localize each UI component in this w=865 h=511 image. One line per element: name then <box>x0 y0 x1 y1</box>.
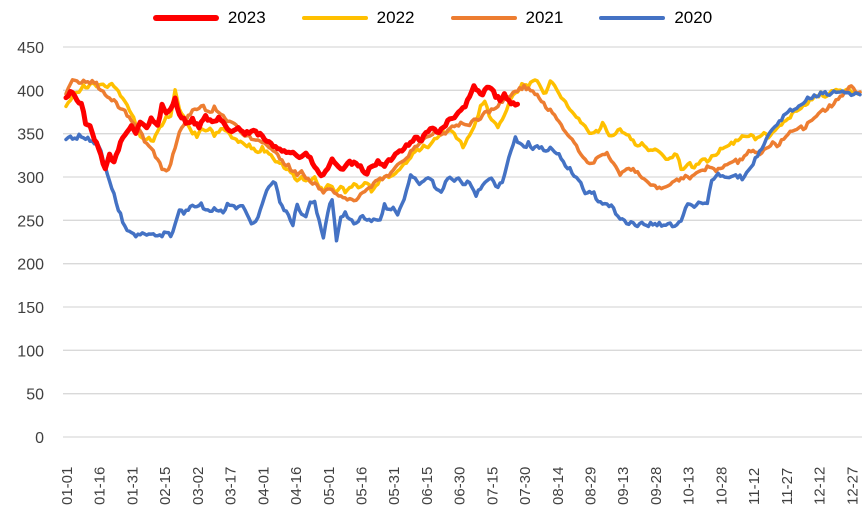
x-tick-label: 06-30 <box>452 467 469 505</box>
x-tick-label: 07-30 <box>517 467 534 505</box>
x-tick-label: 08-14 <box>550 467 567 505</box>
x-tick-label: 03-17 <box>223 467 240 505</box>
legend-label-2022: 2022 <box>376 8 415 27</box>
x-tick-label: 08-29 <box>583 467 600 505</box>
chart-legend: 2023 2022 2021 2020 <box>0 9 865 26</box>
x-tick-label: 02-15 <box>157 467 174 505</box>
x-tick-label: 01-31 <box>124 467 141 505</box>
x-tick-label: 12-27 <box>844 467 861 505</box>
x-tick-label: 06-15 <box>419 467 436 505</box>
x-tick-label: 01-16 <box>92 467 109 505</box>
x-tick-label: 03-02 <box>190 467 207 505</box>
y-tick-label: 450 <box>17 40 44 57</box>
legend-item-2021: 2021 <box>450 8 564 27</box>
legend-line-swatch-2023 <box>152 14 219 21</box>
x-tick-label: 09-13 <box>615 467 632 505</box>
legend-item-2020: 2020 <box>599 9 712 26</box>
legend-item-2023: 2023 <box>152 8 266 27</box>
y-tick-label: 250 <box>17 213 44 230</box>
y-tick-label: 0 <box>35 430 44 447</box>
series-line-2022 <box>64 78 862 195</box>
y-tick-label: 100 <box>17 343 44 360</box>
y-tick-label: 300 <box>17 170 44 187</box>
x-tick-label: 10-28 <box>713 467 730 505</box>
y-tick-label: 400 <box>17 83 44 100</box>
x-tick-label: 01-01 <box>59 467 76 505</box>
x-tick-label: 05-01 <box>321 467 338 505</box>
x-tick-label: 11-27 <box>779 468 796 505</box>
legend-line-swatch-2020 <box>599 15 666 20</box>
y-tick-label: 150 <box>17 300 44 317</box>
x-tick-label: 11-12 <box>746 468 763 505</box>
x-tick-label: 10-13 <box>681 467 698 505</box>
x-tick-label: 09-28 <box>648 467 665 505</box>
y-tick-label: 200 <box>17 257 44 274</box>
legend-label-2021: 2021 <box>525 8 564 27</box>
legend-label-2023: 2023 <box>227 8 266 27</box>
x-tick-label: 12-12 <box>812 467 829 505</box>
x-tick-label: 05-31 <box>386 467 403 505</box>
legend-label-2020: 2020 <box>674 8 713 27</box>
x-tick-label: 04-01 <box>255 467 272 505</box>
x-tick-label: 04-16 <box>288 467 305 505</box>
legend-item-2022: 2022 <box>301 8 415 27</box>
series-line-2023 <box>63 83 520 179</box>
y-tick-label: 50 <box>26 387 44 404</box>
series-line-2020 <box>64 89 862 243</box>
y-tick-label: 350 <box>17 127 44 144</box>
legend-line-swatch-2022 <box>301 15 368 20</box>
series-line-2021 <box>64 78 862 203</box>
legend-line-swatch-2021 <box>450 15 517 20</box>
x-tick-label: 07-15 <box>484 467 501 505</box>
x-tick-label: 05-16 <box>353 467 370 505</box>
